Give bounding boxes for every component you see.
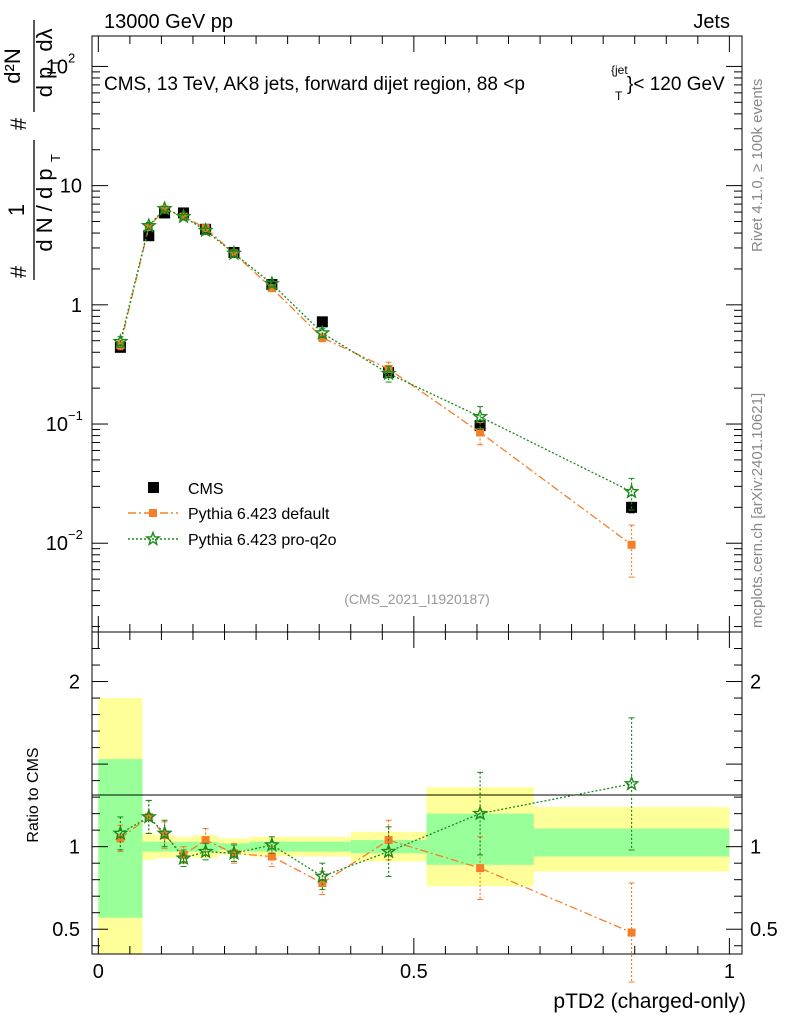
main-y-tick-label: 10: [46, 533, 68, 555]
plot-title: CMS, 13 TeV, AK8 jets, forward dijet reg…: [104, 63, 725, 103]
main-point-pythia-proq2o: [112, 333, 129, 349]
main-y-axis-label: # 1 d N / d p T # d²N d p T dλ: [0, 20, 63, 280]
y-label-hash-2: #: [6, 117, 31, 130]
ratio-point-pythia-proq2o: [112, 825, 129, 841]
legend-marker-pythia-default: [149, 509, 157, 517]
main-y-tick-label: 10: [46, 414, 68, 436]
main-y-tick-exponent: 2: [68, 50, 75, 65]
ratio-y-tick-label: 0.5: [52, 919, 80, 941]
x-axis-label: pTD2 (charged-only): [553, 990, 746, 1013]
main-point-pythia-default: [179, 212, 188, 221]
main-point-pythia-default: [476, 428, 485, 437]
main-point-pythia-proq2o: [314, 324, 331, 340]
ratio-axes: 0.5 0.5 1 1 2 2: [52, 648, 778, 947]
y-label-den-2: d p: [32, 67, 57, 98]
ratio-point-pythia-proq2o: [156, 825, 173, 841]
main-point-pythia-proq2o: [225, 244, 243, 261]
main-point-pythia-proq2o: [140, 217, 157, 233]
y-label-num-1: 1: [4, 204, 29, 216]
legend-marker-pythia-proq2o: [144, 530, 162, 546]
main-point-pythia-proq2o: [197, 221, 214, 238]
ratio-point-pythia-proq2o: [140, 808, 157, 824]
x-tick-label: 0: [93, 961, 104, 983]
ratio-point-pythia-proq2o: [314, 867, 331, 884]
main-line-pythia_proq2o: [119, 207, 632, 493]
main-point-cms: [143, 230, 155, 242]
analysis-label: (CMS_2021_I1920187): [344, 591, 490, 607]
ratio-point-pythia-default: [318, 878, 327, 887]
ratio-point-pythia-proq2o: [623, 775, 640, 791]
y-label-den-sub-1: T: [48, 154, 63, 162]
plot-title-sup: {jet: [611, 63, 628, 77]
main-point-pythia-default: [267, 284, 276, 293]
y-label-den-3: dλ: [32, 28, 57, 51]
main-point-pythia-proq2o: [156, 200, 173, 216]
main-point-pythia-proq2o: [380, 365, 397, 381]
ratio-point-pythia-proq2o: [175, 849, 192, 866]
ratio-point-pythia-proq2o: [263, 836, 280, 852]
legend-label-pythia-proq2o: Pythia 6.423 pro-q2o: [188, 532, 337, 549]
y-label-num-2: d²N: [0, 48, 25, 83]
legend: CMS Pythia 6.423 default Pythia 6.423 pr…: [128, 481, 337, 549]
ratio-y-tick-label-right: 0.5: [750, 919, 778, 941]
ratio-y-tick-label-right: 1: [750, 837, 761, 859]
main-y-tick-label: 10: [46, 56, 68, 78]
main-y-tick-exponent: −2: [68, 527, 83, 542]
x-tick-label: 0.5: [400, 961, 428, 983]
legend-label-cms: CMS: [188, 481, 224, 498]
main-point-cms: [474, 420, 486, 432]
main-series: [112, 200, 640, 578]
ratio-y-tick-label-right: 2: [750, 672, 761, 694]
plot-title-end: }< 120 GeV: [627, 74, 725, 95]
y-label-den-sub-2: T: [48, 59, 63, 67]
main-point-pythia-proq2o: [623, 483, 640, 499]
main-y-tick-exponent: −1: [68, 408, 83, 423]
ratio-point-pythia-proq2o: [380, 843, 397, 859]
main-point-pythia-proq2o: [175, 208, 192, 224]
x-axis: 0 0.5 1: [93, 36, 735, 983]
plot-title-sub: T: [615, 89, 623, 103]
rivet-label: Rivet 4.1.0, ≥ 100k events: [749, 79, 766, 252]
x-tick-label: 1: [724, 961, 735, 983]
ratio-uncertainty-bands: [98, 698, 730, 954]
main-y-tick-label: 1: [71, 295, 82, 317]
ratio-point-pythia-default: [201, 836, 210, 845]
mcplots-label: mcplots.cern.ch [arXiv:2401.10621]: [749, 393, 766, 628]
y-label-den-1: d N / d p: [32, 168, 57, 251]
ratio-y-tick-label: 2: [69, 672, 80, 694]
legend-marker-cms: [148, 482, 159, 493]
ratio-line-pythia_proq2o: [120, 783, 632, 878]
main-point-pythia-proq2o: [471, 408, 489, 424]
legend-label-pythia-default: Pythia 6.423 default: [188, 506, 330, 523]
main-point-pythia-default: [627, 540, 636, 549]
main-point-pythia-default: [160, 205, 169, 214]
ratio-point-pythia-proq2o: [472, 805, 489, 821]
main-point-cms: [316, 316, 328, 328]
ratio-y-tick-label: 1: [69, 837, 80, 859]
ratio-point-pythia-default: [627, 928, 636, 937]
ratio-point-pythia-default: [267, 852, 276, 861]
band-inner-bin: [142, 841, 156, 852]
ratio-point-pythia-proq2o: [225, 844, 243, 861]
ratio-point-pythia-default: [160, 831, 169, 840]
main-y-tick-label: 10: [60, 176, 82, 198]
energy-label: 13000 GeV pp: [104, 11, 233, 33]
ratio-point-pythia-proq2o: [197, 843, 214, 859]
y-label-hash-1: #: [6, 265, 31, 278]
process-label: Jets: [693, 11, 730, 33]
ratio-point-pythia-default: [476, 864, 485, 873]
ratio-y-axis-label: Ratio to CMS: [25, 747, 42, 842]
main-point-pythia-proq2o: [263, 275, 280, 291]
ratio-panel-frame: [91, 631, 743, 955]
plot-title-main: CMS, 13 TeV, AK8 jets, forward dijet reg…: [104, 74, 525, 95]
band-inner-bin: [293, 841, 351, 852]
ratio-series: [112, 717, 640, 983]
